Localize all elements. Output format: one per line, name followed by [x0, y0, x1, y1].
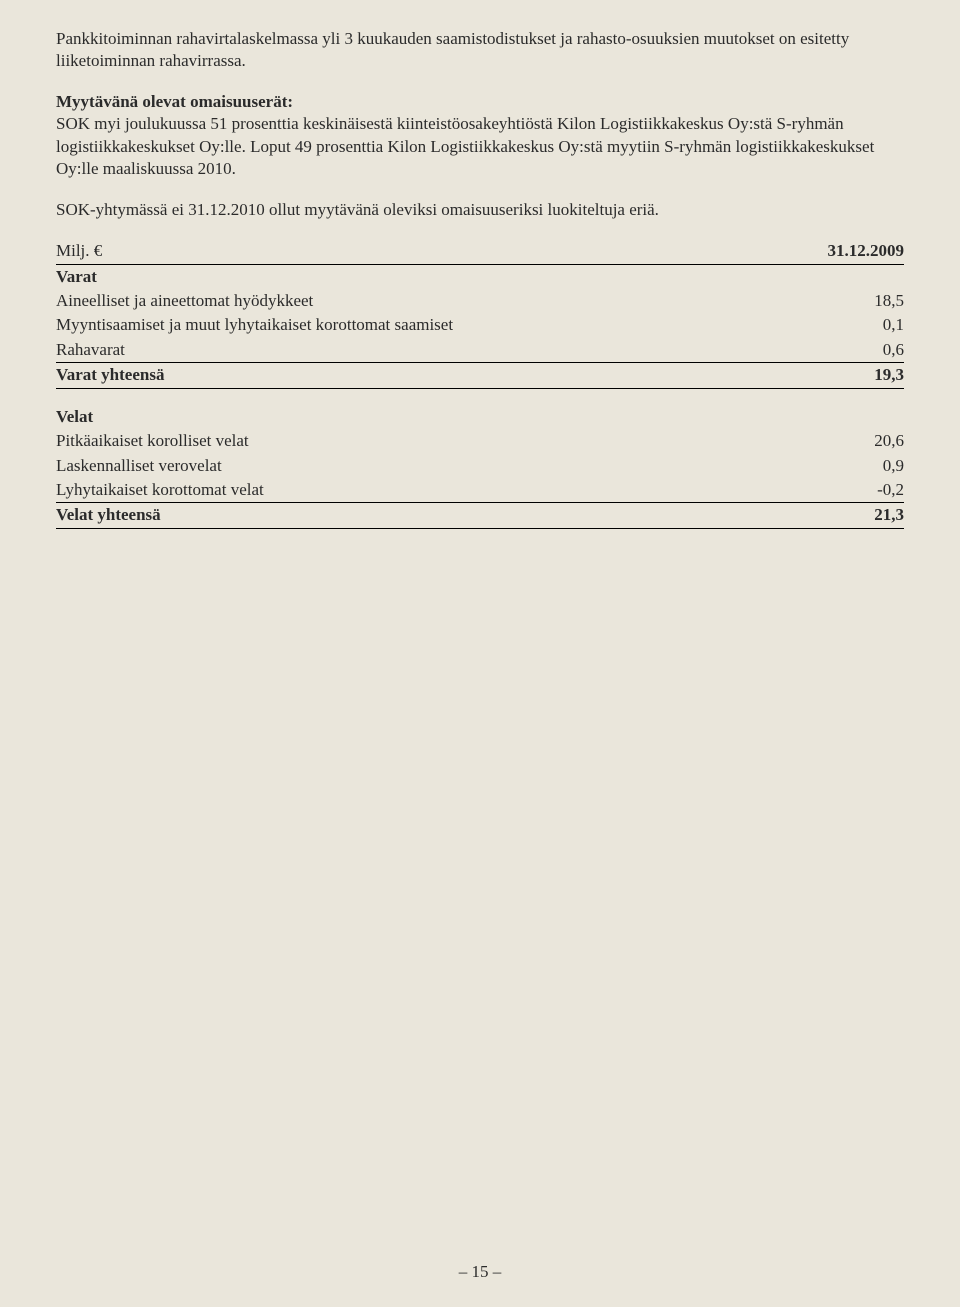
- table-row: Lyhytaikaiset korottomat velat -0,2: [56, 478, 904, 503]
- varat-heading: Varat: [56, 264, 794, 289]
- table-gap: [56, 388, 904, 405]
- velat-heading-empty: [794, 405, 904, 429]
- velat-total-value: 21,3: [794, 503, 904, 528]
- row-value: 20,6: [794, 429, 904, 453]
- row-value: -0,2: [794, 478, 904, 503]
- row-value: 0,9: [794, 454, 904, 478]
- row-label: Myyntisaamiset ja muut lyhytaikaiset kor…: [56, 313, 794, 337]
- row-label: Laskennalliset verovelat: [56, 454, 794, 478]
- financial-table: Milj. € 31.12.2009 Varat Aineelliset ja …: [56, 239, 904, 529]
- table-header-row: Milj. € 31.12.2009: [56, 239, 904, 264]
- row-value: 18,5: [794, 289, 904, 313]
- row-value: 0,1: [794, 313, 904, 337]
- table-row: Pitkäaikaiset korolliset velat 20,6: [56, 429, 904, 453]
- no-assets-paragraph: SOK-yhtymässä ei 31.12.2010 ollut myytäv…: [56, 199, 904, 221]
- table-header-right: 31.12.2009: [794, 239, 904, 264]
- varat-total-value: 19,3: [794, 363, 904, 388]
- assets-for-sale-body: SOK myi joulukuussa 51 prosenttia keskin…: [56, 114, 874, 178]
- velat-total-label: Velat yhteensä: [56, 503, 794, 528]
- row-label: Aineelliset ja aineettomat hyödykkeet: [56, 289, 794, 313]
- velat-heading: Velat: [56, 405, 794, 429]
- table-row: Myyntisaamiset ja muut lyhytaikaiset kor…: [56, 313, 904, 337]
- row-value: 0,6: [794, 338, 904, 363]
- varat-heading-row: Varat: [56, 264, 904, 289]
- intro-paragraph: Pankkitoiminnan rahavirtalaskelmassa yli…: [56, 28, 904, 73]
- row-label: Lyhytaikaiset korottomat velat: [56, 478, 794, 503]
- varat-heading-empty: [794, 264, 904, 289]
- table-row: Aineelliset ja aineettomat hyödykkeet 18…: [56, 289, 904, 313]
- assets-for-sale-heading: Myytävänä olevat omaisuuserät:: [56, 92, 293, 111]
- row-label: Pitkäaikaiset korolliset velat: [56, 429, 794, 453]
- assets-for-sale-block: Myytävänä olevat omaisuuserät: SOK myi j…: [56, 91, 904, 181]
- varat-total-row: Varat yhteensä 19,3: [56, 363, 904, 388]
- table-row: Laskennalliset verovelat 0,9: [56, 454, 904, 478]
- row-label: Rahavarat: [56, 338, 794, 363]
- varat-total-label: Varat yhteensä: [56, 363, 794, 388]
- velat-total-row: Velat yhteensä 21,3: [56, 503, 904, 528]
- page-number: – 15 –: [0, 1261, 960, 1283]
- table-header-left: Milj. €: [56, 239, 794, 264]
- velat-heading-row: Velat: [56, 405, 904, 429]
- table-row: Rahavarat 0,6: [56, 338, 904, 363]
